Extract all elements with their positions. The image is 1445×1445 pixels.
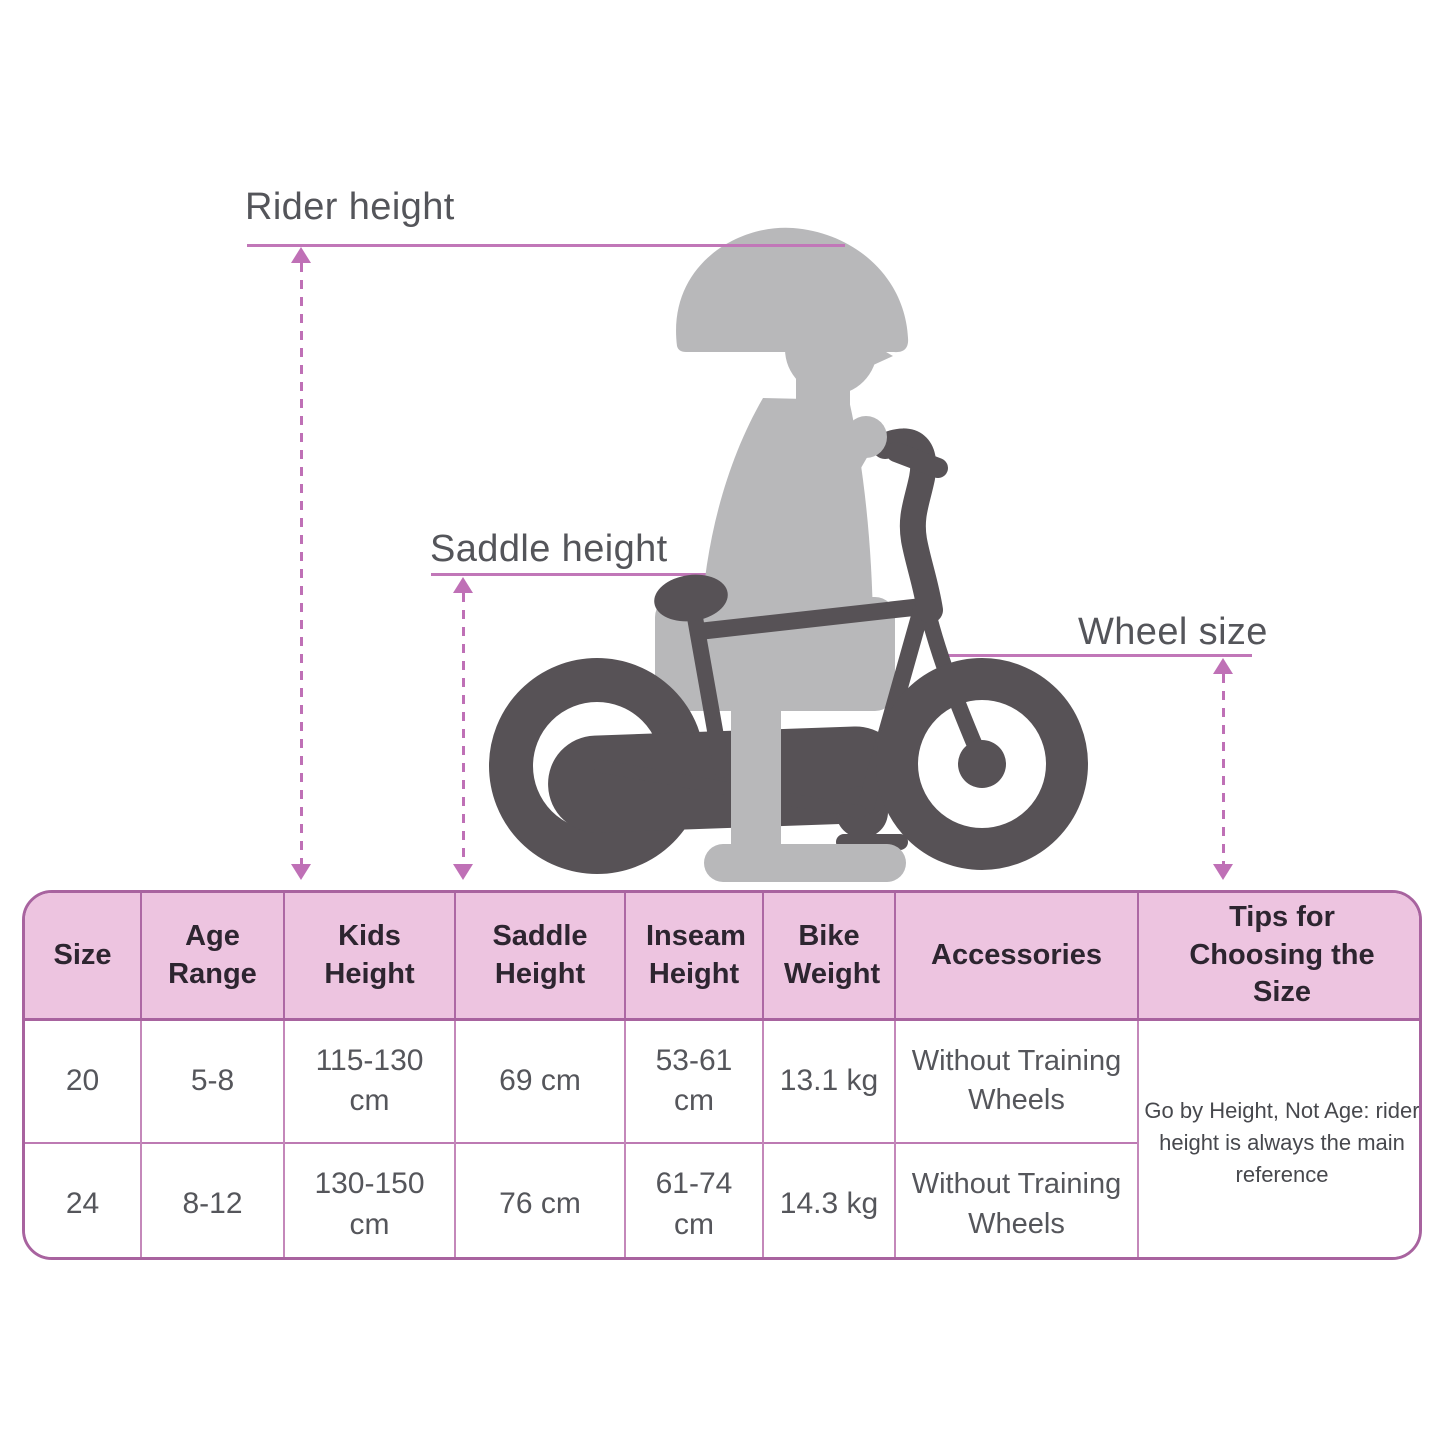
front-hub — [958, 740, 1006, 788]
kid-shoe — [704, 844, 906, 882]
header-bike-weight: Bike Weight — [762, 893, 895, 1020]
header-kids-height: Kids Height — [283, 893, 455, 1020]
cell-age-range: 8-12 — [140, 1141, 284, 1257]
cell-saddle-height: 76 cm — [454, 1141, 625, 1257]
cell-tips: Go by Height, Not Age: rider height is a… — [1137, 1018, 1419, 1257]
cell-inseam-height: 61-74 cm — [624, 1141, 763, 1257]
wheel-size-line — [946, 654, 1252, 657]
header-age-range: Age Range — [140, 893, 284, 1020]
cell-inseam-height: 53-61 cm — [624, 1018, 763, 1143]
kid-arm — [797, 423, 873, 527]
arrow-down-icon — [291, 864, 311, 880]
cell-size: 24 — [25, 1141, 141, 1257]
arrow-up-icon — [453, 577, 473, 593]
arrow-up-icon — [291, 247, 311, 263]
saddle-height-label: Saddle height — [430, 528, 668, 570]
header-accessories: Accessories — [894, 893, 1138, 1020]
header-saddle-height: Saddle Height — [454, 893, 625, 1020]
rider-height-line — [247, 244, 845, 247]
front-wheel — [876, 658, 1088, 870]
wheel-size-label: Wheel size — [1078, 611, 1268, 653]
table-row: 20 5-8 115-130 cm 69 cm 53-61 cm 13.1 kg… — [25, 1018, 1419, 1257]
header-tips: Tips for Choosing the Size — [1137, 893, 1419, 1020]
saddle — [654, 574, 728, 622]
handlebar — [872, 428, 943, 623]
cell-kids-height: 130-150 cm — [283, 1141, 455, 1257]
header-inseam-height: Inseam Height — [624, 893, 763, 1020]
arrow-down-icon — [1213, 864, 1233, 880]
cell-bike-weight: 13.1 kg — [762, 1018, 895, 1143]
arrow-up-icon — [1213, 658, 1233, 674]
cell-saddle-height: 69 cm — [454, 1018, 625, 1143]
bike-silhouette — [489, 428, 1088, 874]
rider-height-arrow — [291, 247, 311, 880]
cell-bike-weight: 14.3 kg — [762, 1141, 895, 1257]
arrow-down-icon — [453, 864, 473, 880]
cell-kids-height: 115-130 cm — [283, 1018, 455, 1143]
size-table-container: Size Age Range Kids Height Saddle Height… — [22, 890, 1422, 1260]
table-header-row: Size Age Range Kids Height Saddle Height… — [25, 893, 1419, 1020]
kid-leg — [731, 700, 781, 852]
header-size: Size — [25, 893, 141, 1020]
table-row: 24 8-12 130-150 cm 76 cm 61-74 cm 14.3 k… — [25, 1141, 1419, 1257]
kid-hand — [845, 416, 887, 458]
handlebar-crossbar — [886, 442, 948, 478]
size-table: Size Age Range Kids Height Saddle Height… — [25, 893, 1419, 1257]
cell-age-range: 5-8 — [140, 1018, 284, 1143]
wheel-size-arrow — [1213, 658, 1233, 880]
cell-accessories: Without Training Wheels — [894, 1141, 1138, 1257]
saddle-height-line — [431, 573, 713, 576]
cell-size: 20 — [25, 1018, 141, 1143]
saddle-height-arrow — [453, 577, 473, 880]
kid-with-bike-illustration — [489, 227, 1088, 882]
kid-nose — [858, 336, 893, 372]
cell-accessories: Without Training Wheels — [894, 1018, 1138, 1143]
kid-front-parts — [704, 416, 906, 882]
rider-height-label: Rider height — [245, 186, 455, 228]
